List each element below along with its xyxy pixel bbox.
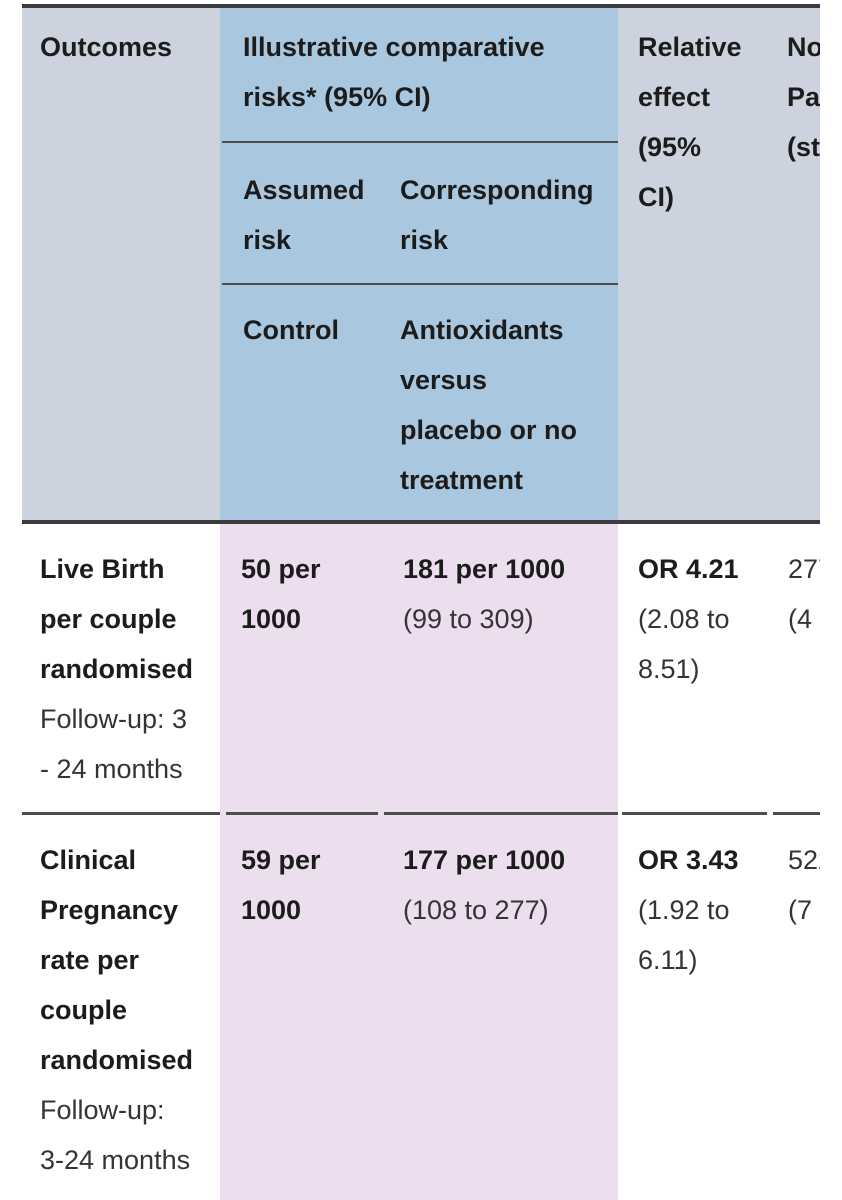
cell-assumed-risk: 50 per 1000: [241, 554, 321, 634]
outcome-name: Clinical Pregnancy rate per couple rando…: [40, 845, 194, 1075]
cell-assumed-risk: 59 per 1000: [241, 845, 321, 925]
row1-border-corresponding: [384, 812, 618, 815]
relative-effect-value: OR 3.43: [638, 845, 739, 875]
row1-border-assumed: [226, 812, 378, 815]
header-cell-participants: No of Participants (studies): [787, 32, 820, 162]
cell-corresponding-risk: 181 per 1000 (99 to 309): [403, 544, 618, 644]
outcome-followup: Follow-up: 3 - 24 months: [40, 704, 188, 784]
table-top-border: [22, 4, 820, 8]
cell-corresponding-risk: 177 per 1000 (108 to 277): [403, 835, 618, 935]
header-cell-illustrative-risks: Illustrative comparative risks* (95% CI): [243, 32, 545, 112]
header-bg-right-columns: [618, 8, 820, 520]
header-body-divider: [22, 520, 820, 524]
header-bg-comparative-risks: [220, 8, 618, 520]
rule-under-illustrative: [222, 141, 618, 143]
cell-outcome: Clinical Pregnancy rate per couple rando…: [40, 835, 220, 1185]
header-cell-assumed-risk: Assumed risk: [243, 175, 365, 255]
relative-effect-ci: (1.92 to 6.11): [638, 895, 730, 975]
corresponding-risk-value: 181 per 1000: [403, 554, 566, 584]
corresponding-risk-ci: (108 to 277): [403, 895, 549, 925]
header-cell-corresponding-risk: Corresponding risk: [400, 175, 594, 255]
rule-under-assumed-corresponding: [222, 283, 618, 285]
header-cell-intervention: Antioxidants versus placebo or no treatm…: [400, 315, 578, 495]
outcome-followup: Follow-up: 3-24 months: [40, 1095, 191, 1175]
row1-border-outcomes: [22, 812, 220, 815]
row1-border-participants: [773, 812, 820, 815]
header-cell-outcomes: Outcomes: [40, 32, 173, 62]
header-cell-control: Control: [243, 315, 339, 345]
cell-participants: 277 (4 studies): [788, 554, 820, 634]
header-cell-relative-effect: Relative effect (95% CI): [638, 32, 742, 212]
relative-effect-value: OR 4.21: [638, 554, 739, 584]
corresponding-risk-ci: (99 to 309): [403, 604, 534, 634]
body-bg-risk-columns: [220, 524, 618, 1200]
row1-border-relative: [622, 812, 767, 815]
cell-relative-effect: OR 4.21 (2.08 to 8.51): [638, 544, 768, 694]
corresponding-risk-value: 177 per 1000: [403, 845, 566, 875]
cell-relative-effect: OR 3.43 (1.92 to 6.11): [638, 835, 768, 985]
summary-of-findings-table: Outcomes Illustrative comparative risks*…: [22, 4, 820, 1200]
relative-effect-ci: (2.08 to 8.51): [638, 604, 730, 684]
outcome-name: Live Birth per couple randomised: [40, 554, 194, 684]
cell-participants: 522 (7 studies): [788, 845, 820, 925]
header-bg-outcomes-column: [22, 8, 220, 520]
cell-outcome: Live Birth per couple randomised Follow-…: [40, 544, 220, 794]
